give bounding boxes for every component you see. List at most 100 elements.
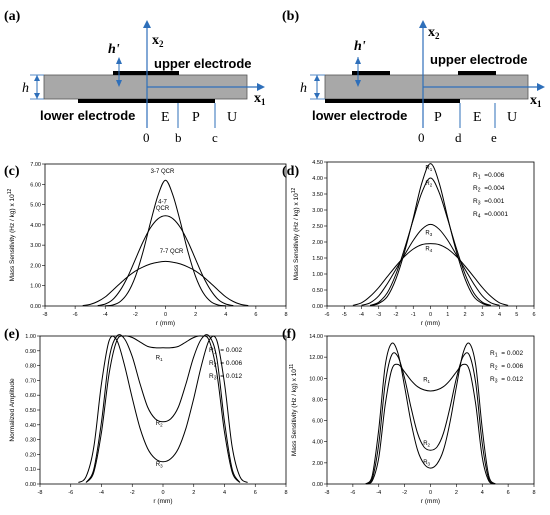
tick-0-label-a: 0 xyxy=(143,130,150,145)
region-u-label-a: U xyxy=(227,110,237,125)
chart-f-xtick-label: -4 xyxy=(376,490,381,496)
chart-e-series-label: R3 xyxy=(156,462,163,469)
chart-c-xtick-label: 0 xyxy=(164,312,167,318)
h-prime-label-b: h' xyxy=(354,39,366,54)
h-arrow-up-b xyxy=(314,75,320,81)
chart-f-xtick-label: -2 xyxy=(402,490,407,496)
chart-d-xtick-label: 0 xyxy=(429,312,432,318)
chart-d: (d)-6 -5 -4 -3 -2 -1 0 1 2 3 4 5 60.000.501.001.502.… xyxy=(282,160,536,327)
chart-f-xtick-label: 8 xyxy=(532,490,535,496)
chart-c-ytick-label: 7.00 xyxy=(30,162,41,168)
panel-b-schematic: (b) x2 x1 h' h upper electrode lower ele… xyxy=(282,9,545,145)
chart-f-series-r2 xyxy=(365,352,496,485)
chart-f-xtick-label: 0 xyxy=(429,490,432,496)
panel-b-tag: (b) xyxy=(282,9,299,24)
chart-f-ylabel: Mass Sensitivity (Hz / kg) x 1011 xyxy=(289,364,298,456)
h-label-b: h xyxy=(300,81,307,96)
chart-e: (e) -8 -6 -4 -2 0 2 4 6 8 0.00 0.10 0.20 0.30 0.40 0.50… xyxy=(4,327,288,505)
chart-e-ytick-label: 0.30 xyxy=(25,438,36,444)
chart-d-series-label: R2 xyxy=(425,181,432,188)
chart-e-legend-entry: R1 = 0.002 xyxy=(209,347,243,356)
chart-c-xtick-label: 4 xyxy=(224,312,227,318)
chart-d-ylabel: Mass Sensitivity (Hz / kg) x 1012 xyxy=(291,187,300,280)
chart-d-legend-entry: R1 =0.006 xyxy=(473,172,505,181)
chart-d-ytick-label: 3.00 xyxy=(312,208,323,214)
lower-electrode-b xyxy=(325,99,460,103)
chart-f-ytick-label: 8.00 xyxy=(312,397,323,403)
tick-0-label-b: 0 xyxy=(418,130,425,145)
chart-c-ytick-label: 5.00 xyxy=(30,203,41,209)
chart-d-xtick-label: -2 xyxy=(394,312,399,318)
chart-d-tag: (d) xyxy=(282,164,299,179)
chart-d-xtick-label: -5 xyxy=(342,312,347,318)
chart-d-xtick-label: 4 xyxy=(498,312,501,318)
chart-e-series-label: R1 xyxy=(156,356,163,363)
chart-e-xlabel: r (mm) xyxy=(153,498,172,505)
chart-f-xtick-label: 6 xyxy=(507,490,510,496)
chart-f-ytick-label: 10.00 xyxy=(309,376,323,382)
chart-f-ytick-label: 4.00 xyxy=(312,440,323,446)
chart-e-series-label: R2 xyxy=(156,421,163,428)
chart-d-series-r1 xyxy=(369,163,492,307)
chart-c-xlabel: r (mm) xyxy=(156,320,175,327)
chart-d-series-r3 xyxy=(361,223,500,306)
chart-e-ytick-label: 0.60 xyxy=(25,393,36,399)
chart-e-xtick-label: 0 xyxy=(161,490,164,496)
chart-d-xtick-label: -1 xyxy=(411,312,416,318)
chart-f-xtick-label: 4 xyxy=(481,490,484,496)
chart-f-legend-entry: R1 = 0.002 xyxy=(490,350,524,359)
chart-d-ytick-label: 1.00 xyxy=(312,272,323,278)
chart-d-ytick-label: 0.50 xyxy=(312,288,323,294)
x1-label-a: x1 xyxy=(254,91,266,107)
chart-e-series-r3 xyxy=(78,335,248,483)
chart-c-ytick-label: 3.00 xyxy=(30,243,41,249)
chart-c-xtick-label: 2 xyxy=(194,312,197,318)
chart-c-series-3-7-qcr xyxy=(105,179,226,307)
tick-b-label-a: b xyxy=(175,130,182,145)
chart-c-xtick-label: -6 xyxy=(73,312,78,318)
chart-d-xtick-label: 2 xyxy=(463,312,466,318)
chart-f: (f) -8 -6 -4 -2 0 2 4 6 8 0.00 2.00 4.00 6.00 8.00 10.0… xyxy=(282,327,536,505)
chart-d-ylabel-exponent: 12 xyxy=(291,187,297,193)
x1-label-b: x1 xyxy=(530,93,542,109)
panel-a-schematic: (a) x2 x1 h' h upper electrode lower ele… xyxy=(4,9,266,145)
region-p-label-b: P xyxy=(434,110,442,125)
chart-e-tag: (e) xyxy=(4,327,20,342)
chart-c-plot-frame xyxy=(44,163,287,307)
chart-d-legend-entry: R4 =0.0001 xyxy=(473,211,508,220)
upper-electrode-label-b: upper electrode xyxy=(430,52,528,67)
chart-f-series-r1 xyxy=(365,363,496,485)
chart-d-series-label: R4 xyxy=(425,247,432,254)
chart-d-xtick-label: -4 xyxy=(359,312,364,318)
chart-d-series-r4 xyxy=(352,243,509,306)
chart-e-xtick-label: 2 xyxy=(192,490,195,496)
chart-c-xtick-label: -8 xyxy=(43,312,48,318)
x2-label-b: x2 xyxy=(428,25,440,41)
chart-e-xtick-label: -6 xyxy=(68,490,73,496)
chart-f-xtick-label: -8 xyxy=(325,490,330,496)
chart-c-series-7-7-qcr xyxy=(82,260,249,307)
chart-c-xtick-label: 8 xyxy=(284,312,287,318)
chart-d-xtick-label: 1 xyxy=(446,312,449,318)
h-prime-arrow-up-b xyxy=(355,57,361,64)
h-prime-label-a: h' xyxy=(108,42,120,57)
chart-c-series-label: QCR xyxy=(156,206,170,212)
region-e-label-b: E xyxy=(473,110,482,125)
region-p-label-a: P xyxy=(192,110,200,125)
chart-f-series-r3 xyxy=(365,342,496,485)
chart-e-ytick-label: 1.00 xyxy=(25,334,36,340)
chart-c-ylabel: Mass Sensitivity (Hz / kg) x 1012 xyxy=(7,188,16,281)
chart-d-series-label: R1 xyxy=(425,165,432,172)
chart-c-series-label: 3-7 QCR xyxy=(151,169,175,175)
chart-e-legend-entry: R2 = 0.006 xyxy=(209,360,243,369)
chart-d-legend-entry: R2 =0.004 xyxy=(473,185,505,194)
chart-d-series-label: R3 xyxy=(425,230,432,237)
chart-e-xtick-label: -2 xyxy=(130,490,135,496)
chart-d-xtick-label: -6 xyxy=(325,312,330,318)
chart-e-xtick-label: -8 xyxy=(38,490,43,496)
lower-electrode-label-a: lower electrode xyxy=(40,108,135,123)
upper-electrode-right-b xyxy=(458,71,496,75)
chart-e-ytick-label: 0.20 xyxy=(25,452,36,458)
chart-c-xtick-label: -4 xyxy=(103,312,108,318)
